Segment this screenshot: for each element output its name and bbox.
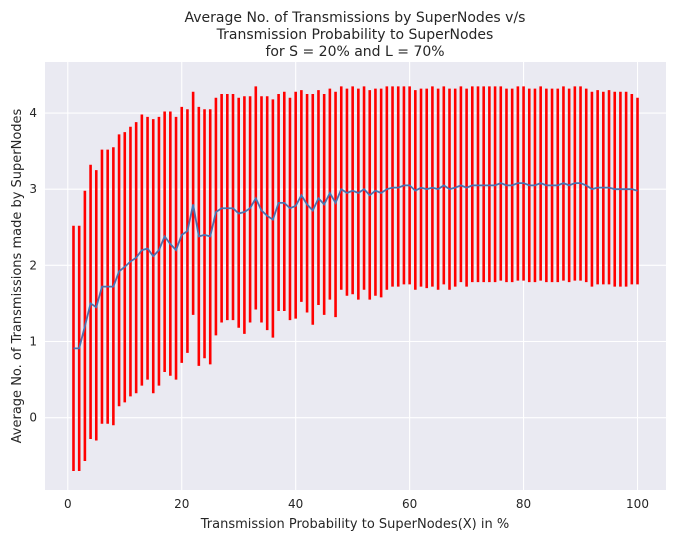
y-tick-label: 4 (29, 106, 37, 120)
x-tick-label: 80 (516, 497, 531, 511)
y-tick-label: 3 (29, 182, 37, 196)
y-tick-labels: 0 1 2 3 4 (29, 106, 37, 425)
x-tick-labels: 0 20 40 60 80 100 (64, 497, 649, 511)
plot-area (45, 62, 666, 490)
y-tick-label: 0 (29, 411, 37, 425)
mean-line (73, 182, 638, 350)
y-axis-label: Average No. of Transmissions made by Sup… (10, 108, 25, 443)
chart-title-line-1: Average No. of Transmissions by SuperNod… (185, 10, 526, 26)
y-tick-label: 1 (29, 334, 37, 348)
x-axis-label: Transmission Probability to SuperNodes(X… (200, 517, 509, 532)
x-tick-label: 20 (174, 497, 189, 511)
y-tick-label: 2 (29, 258, 37, 272)
x-tick-label: 100 (626, 497, 649, 511)
chart-title-line-3: for S = 20% and L = 70% (265, 44, 444, 60)
x-tick-label: 0 (64, 497, 72, 511)
chart-title-line-2: Transmission Probability to SuperNodes (216, 27, 494, 43)
x-tick-label: 40 (288, 497, 303, 511)
x-tick-label: 60 (402, 497, 417, 511)
